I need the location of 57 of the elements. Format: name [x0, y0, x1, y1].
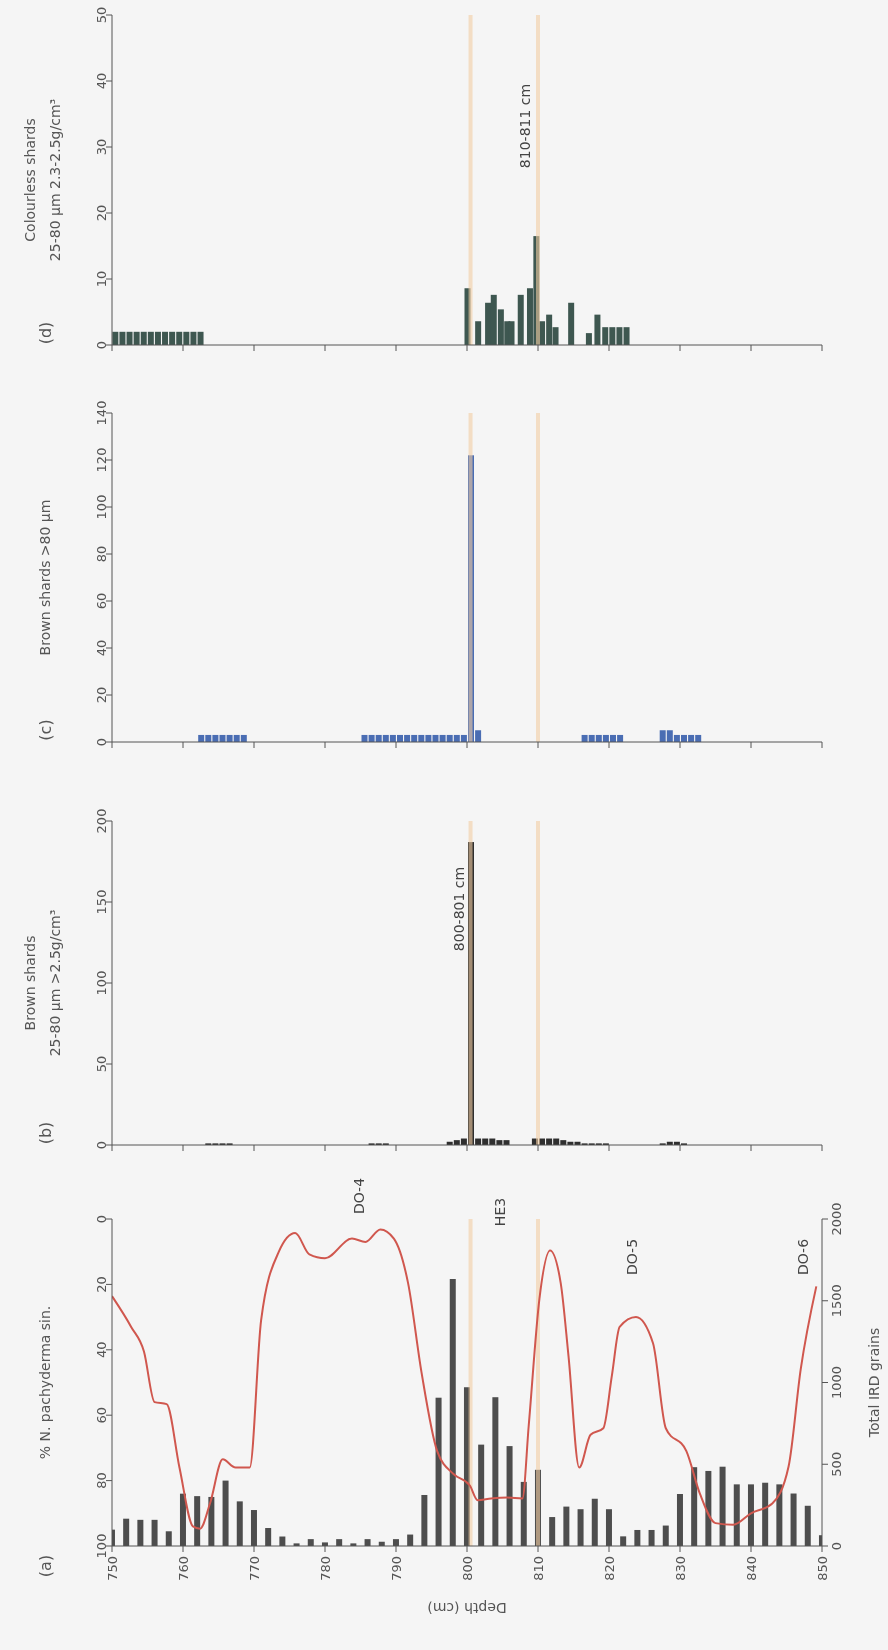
x-tick-label: 820 — [601, 1556, 617, 1581]
y-axis-title: Brown shards >80 µm — [36, 499, 53, 656]
y-tick-label: 40 — [94, 72, 109, 90]
y-tick-label: 100 — [94, 494, 109, 520]
y-tick-label: 40 — [94, 1341, 109, 1359]
annotation: DO-5 — [623, 1238, 640, 1276]
y-tick-label: 60 — [94, 592, 109, 610]
y-tick-label: 100 — [94, 1533, 109, 1559]
y2-tick-label: 1500 — [829, 1284, 844, 1318]
annotation: DO-6 — [794, 1238, 811, 1276]
y-tick-label: 10 — [94, 270, 109, 288]
y-tick-label: 0 — [94, 1140, 109, 1150]
y-tick-label: 80 — [94, 545, 109, 563]
text: (d) — [35, 321, 55, 345]
annotation: 800-801 cm — [450, 866, 467, 952]
y-tick-label: 40 — [94, 639, 109, 657]
y-tick-label: 80 — [94, 1472, 109, 1489]
text: (c) — [35, 719, 55, 741]
x-tick-label: 810 — [530, 1556, 546, 1581]
x-tick-label: 840 — [743, 1556, 759, 1581]
y-tick-label: 50 — [94, 6, 109, 24]
y-axis-title: % N. pachyderma sin. — [36, 1305, 53, 1460]
y-tick-label: 120 — [94, 447, 109, 473]
y-tick-label: 30 — [94, 138, 109, 156]
text: DO-4 — [350, 1177, 367, 1215]
y-tick-label: 0 — [94, 1214, 109, 1224]
annotation: 810-811 cm — [516, 83, 533, 169]
x-tick-label: 750 — [104, 1556, 120, 1581]
annotation: HE3 — [491, 1197, 508, 1227]
x-tick-label: 850 — [814, 1556, 830, 1581]
x-tick-label: 770 — [246, 1556, 262, 1581]
x-tick-label: 830 — [672, 1556, 688, 1581]
y-tick-label: 60 — [94, 1406, 109, 1424]
y-tick-label: 100 — [94, 970, 109, 996]
y-tick-label: 200 — [94, 808, 109, 834]
text: (b) — [35, 1121, 55, 1145]
y-tick-label: 50 — [94, 1055, 109, 1073]
y2-tick-label: 500 — [829, 1451, 844, 1477]
y-tick-label: 20 — [94, 1276, 109, 1293]
text: (a) — [35, 1554, 55, 1578]
x-tick-label: 760 — [175, 1556, 191, 1581]
y-tick-label: 0 — [94, 340, 109, 350]
y-tick-label: 150 — [94, 889, 109, 915]
y-axis-title: Colourless shards 25-80 µm 2.3-2.5g/cm³ — [21, 98, 63, 262]
x-tick-label: 780 — [317, 1556, 333, 1581]
y-tick-label: 20 — [94, 204, 109, 222]
y2-tick-label: 2000 — [829, 1202, 844, 1236]
x-tick-label: 790 — [388, 1556, 404, 1581]
y-axis-title: Brown shards 25-80 µm >2.5g/cm³ — [21, 909, 63, 1057]
y-tick-label: 0 — [94, 737, 109, 747]
x-axis-title: Depth (cm) — [427, 1600, 507, 1617]
y2-axis-title: Total IRD grains — [865, 1327, 882, 1439]
y2-tick-label: 1000 — [829, 1365, 844, 1400]
y2-tick-label: 0 — [829, 1541, 844, 1551]
y-tick-label: 20 — [94, 686, 109, 704]
y-tick-label: 140 — [94, 400, 109, 426]
x-tick-label: 800 — [459, 1556, 475, 1581]
